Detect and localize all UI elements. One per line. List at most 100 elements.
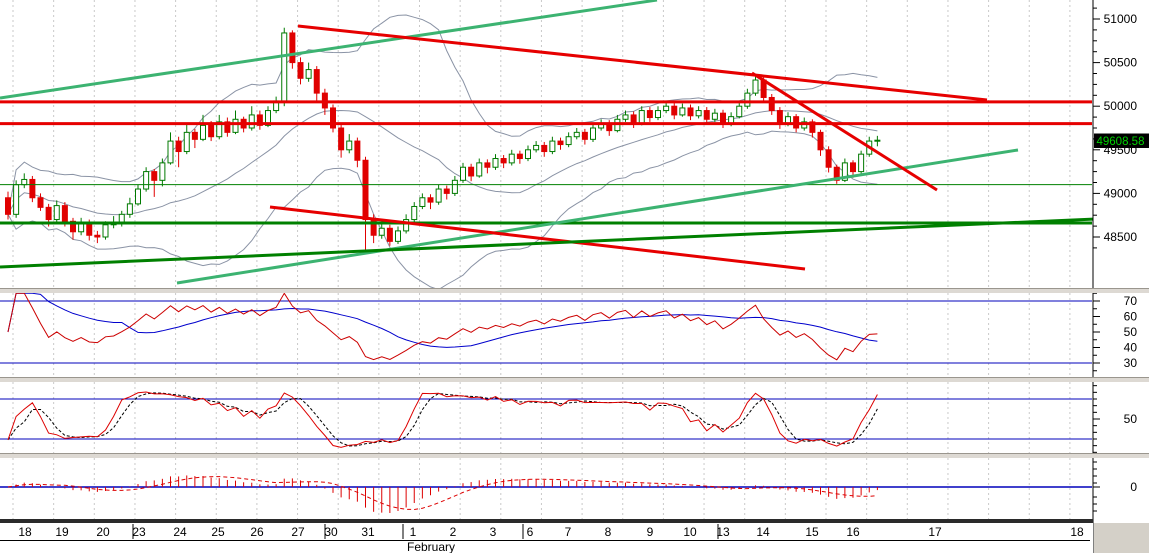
date-label: 18 (18, 525, 32, 539)
separator-band (0, 377, 1149, 382)
candle-body (5, 197, 11, 215)
candle-body (216, 121, 223, 138)
osma-panel[interactable] (0, 458, 1092, 519)
date-label: 3 (490, 525, 497, 539)
date-label: 2 (450, 525, 457, 539)
candle-body (655, 110, 661, 119)
candle-body (744, 92, 751, 107)
trendline-darkgreen-rising (0, 217, 1093, 269)
month-label: February (407, 540, 455, 553)
candle-body (468, 166, 475, 177)
candle-body (679, 107, 686, 116)
candle-body (646, 110, 653, 119)
date-label: 16 (846, 525, 860, 539)
candle-body (29, 178, 36, 199)
stoch-tick-label: 50 (1124, 412, 1138, 426)
date-label: 13 (716, 525, 730, 539)
candle-body (484, 162, 491, 168)
price-tick-label: 51000 (1104, 12, 1138, 26)
candle-body (451, 179, 458, 194)
date-label: 15 (805, 525, 819, 539)
candle-body (102, 224, 109, 238)
candle-body (817, 131, 824, 151)
date-label: 9 (647, 525, 654, 539)
candle-body (720, 112, 726, 125)
candle-body (671, 105, 678, 116)
price-axis[interactable]: 4850049000495005000050500510003040506070… (1092, 0, 1138, 553)
candle-body (581, 131, 588, 140)
candle-body (191, 131, 198, 140)
candle-body (135, 188, 141, 205)
date-label: 25 (211, 525, 225, 539)
date-label: 24 (173, 525, 187, 539)
candle-body (663, 105, 670, 112)
stoch-d-line (7, 392, 878, 447)
date-label: 27 (291, 525, 305, 539)
price-tick-label: 49000 (1104, 186, 1138, 200)
candle-body (151, 171, 158, 181)
candle-body (256, 114, 263, 126)
candle-body (378, 227, 385, 236)
trendline-teal-rising-upper (0, 0, 658, 100)
current-price-label: 49608.58 (1097, 136, 1145, 148)
axis-top-band (0, 519, 1093, 523)
candle-body (70, 220, 76, 233)
candle-body (37, 197, 44, 208)
date-label: 18 (1070, 525, 1084, 539)
candle-body (460, 166, 466, 181)
candle-body (86, 222, 93, 236)
candle-body (443, 188, 450, 194)
date-label: 10 (683, 525, 697, 539)
candle-body (695, 110, 702, 117)
candle-body (435, 188, 442, 203)
osma-signal-dashed (7, 476, 878, 511)
candle-body (565, 136, 572, 146)
candle-body (622, 114, 629, 120)
date-axis[interactable]: 18 19 20 23 24 25 26 27 30 31 1 2 3 6 7 8 9 10 13 14 15 16 17 1… (0, 519, 1149, 553)
candle-body (167, 140, 174, 164)
candle-body (143, 171, 150, 190)
date-label: 26 (250, 525, 264, 539)
candle-body (752, 79, 759, 94)
candle-body (208, 124, 215, 138)
candle-body (362, 159, 369, 221)
separator-band (0, 288, 1149, 293)
candle-body (476, 162, 483, 177)
candle-body (248, 114, 255, 129)
date-label: 30 (324, 525, 338, 539)
trendline-red-descending-top (297, 24, 988, 102)
candle-body (126, 203, 133, 215)
stochastic-panel[interactable] (0, 382, 1092, 453)
rsi-panel[interactable] (0, 293, 1092, 377)
candle-body (281, 32, 288, 102)
rsi-tick-label: 30 (1124, 356, 1138, 370)
stoch-k-line (7, 391, 878, 448)
candle-body (386, 227, 393, 242)
candle-body (61, 205, 68, 222)
candle-body (492, 158, 499, 168)
candle-body (338, 127, 345, 151)
price-tick-label: 48500 (1104, 230, 1138, 244)
main-price-panel[interactable] (0, 0, 1095, 290)
price-tick-label: 50000 (1104, 99, 1138, 113)
candle-body (533, 144, 540, 151)
separator-band (0, 453, 1149, 458)
panel-separators (0, 288, 1149, 458)
candle-body (776, 110, 783, 125)
candle-body (330, 107, 336, 129)
candle-body (858, 153, 865, 173)
candle-body (297, 62, 304, 79)
date-label: 23 (132, 525, 146, 539)
candle-body (557, 140, 564, 146)
candle-body (354, 140, 361, 161)
date-label: 19 (55, 525, 69, 539)
candle-body (850, 162, 856, 173)
candle-body (525, 149, 531, 160)
date-label: 14 (756, 525, 770, 539)
date-label: 6 (527, 525, 534, 539)
candle-body (590, 127, 596, 140)
candle-body (573, 131, 580, 138)
rsi-line (7, 293, 878, 361)
